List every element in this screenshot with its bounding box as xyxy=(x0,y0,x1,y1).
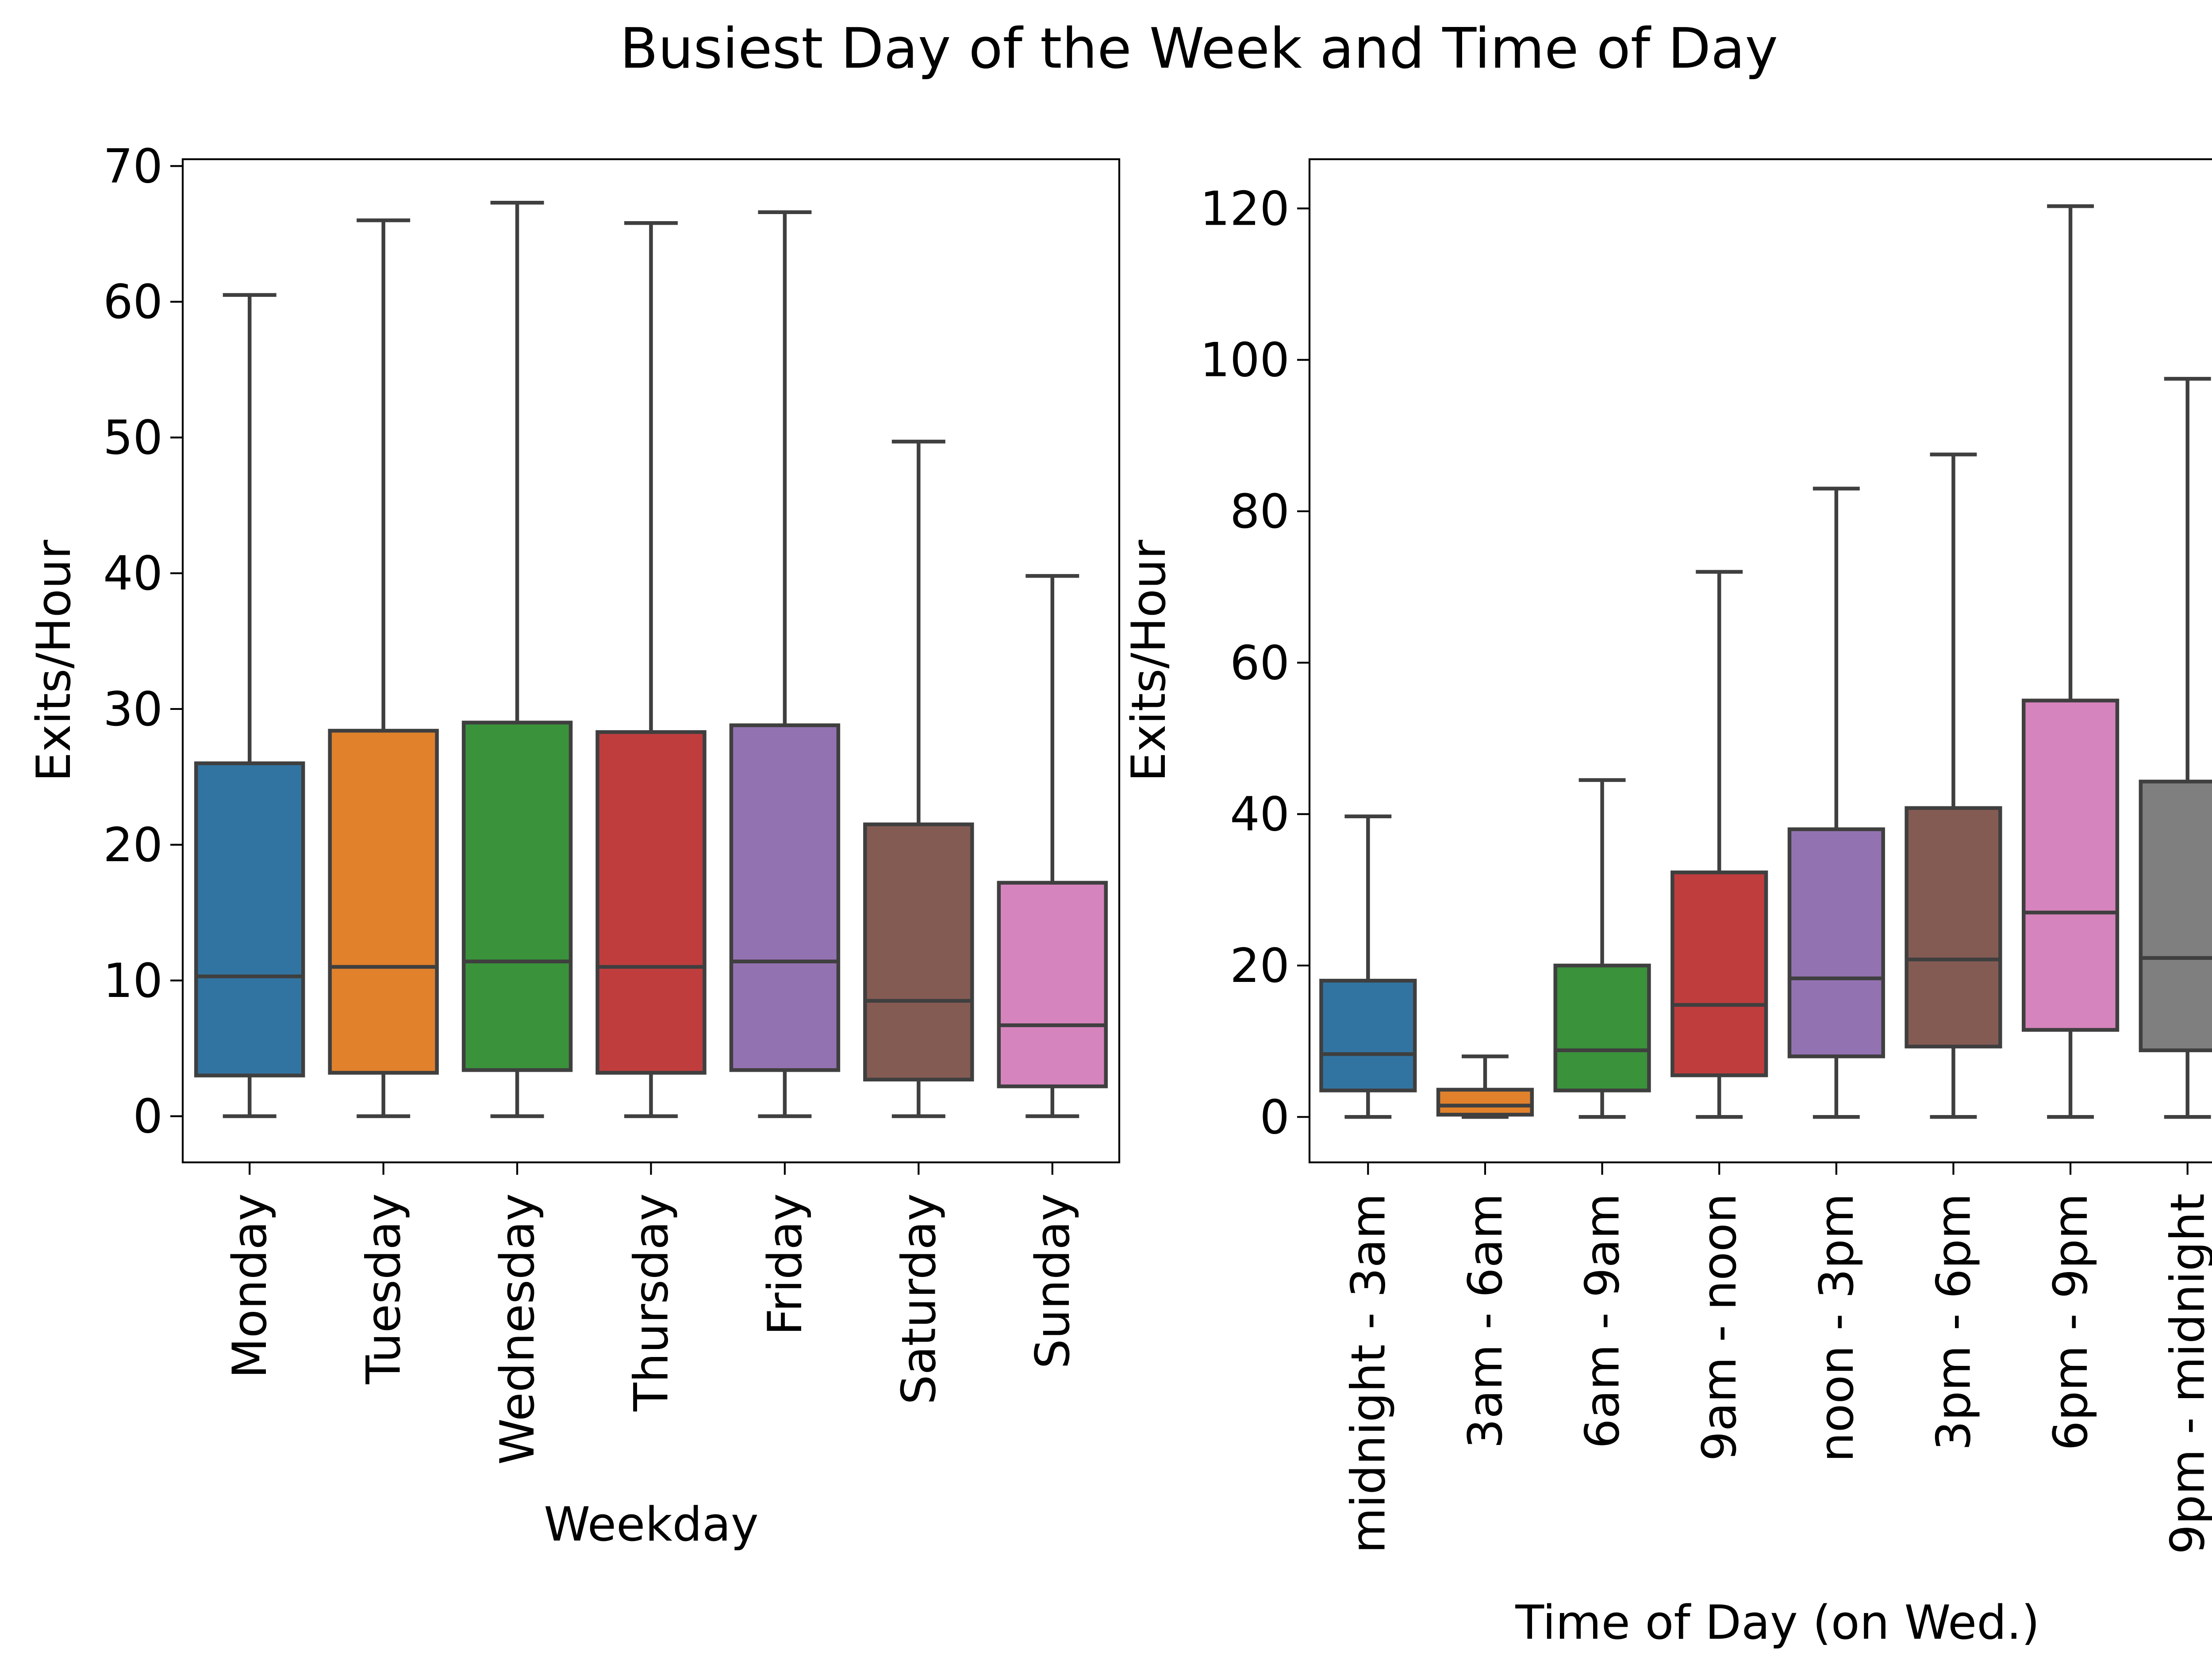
y-tick-label: 0 xyxy=(1260,1090,1290,1144)
y-tick-label: 40 xyxy=(103,546,163,601)
y-tick-label: 60 xyxy=(1230,636,1290,690)
y-tick-label: 80 xyxy=(1230,484,1290,539)
x-tick-label: midnight - 3am xyxy=(1341,1193,1395,1553)
x-tick-label: Sunday xyxy=(1025,1193,1080,1369)
time-of-day-x-ticks: midnight - 3am 3am - 6am 6am - 9am 9am - no… xyxy=(1341,1162,2212,1554)
weekday-y-axis-label: Exits/Hour xyxy=(27,540,81,782)
iqr-box xyxy=(2021,698,2120,1032)
figure-title: Busiest Day of the Week and Time of Day xyxy=(620,16,1778,81)
iqr-box xyxy=(461,721,573,1072)
y-tick-label: 40 xyxy=(1230,787,1290,842)
box-tuesday xyxy=(328,218,439,1118)
y-tick-label: 60 xyxy=(103,275,163,329)
time-of-day-boxes xyxy=(1319,204,2212,1119)
weekday-x-ticks: Monday Tuesday Wednesday Thursday Friday Satu… xyxy=(223,1162,1080,1465)
iqr-box xyxy=(328,728,439,1075)
time-of-day-plot-frame xyxy=(1308,158,2212,1164)
x-tick-label: 9pm - midnight xyxy=(2161,1193,2212,1554)
y-tick-label: 100 xyxy=(1200,333,1290,387)
x-tick-label: 6pm - 9pm xyxy=(2043,1193,2098,1451)
y-tick-label: 30 xyxy=(103,682,163,736)
box-6pm-9pm xyxy=(2021,204,2120,1119)
x-tick-label: 6am - 9am xyxy=(1575,1193,1630,1449)
y-tick-label: 70 xyxy=(103,139,163,193)
x-tick-label: Thursday xyxy=(624,1193,679,1412)
y-tick-label: 120 xyxy=(1200,181,1290,236)
box-sunday xyxy=(997,574,1108,1118)
box-noon-3pm xyxy=(1787,487,1885,1119)
iqr-box xyxy=(729,723,841,1072)
box-friday xyxy=(729,210,841,1118)
y-tick-label: 0 xyxy=(133,1089,163,1144)
y-tick-label: 10 xyxy=(103,954,163,1008)
x-tick-label: Tuesday xyxy=(357,1193,411,1384)
x-tick-label: Friday xyxy=(758,1193,812,1335)
y-tick-label: 20 xyxy=(103,818,163,872)
box-saturday xyxy=(863,440,974,1118)
x-tick-label: Saturday xyxy=(891,1193,946,1405)
time-of-day-y-ticks: 0 20 40 60 80 100 120 xyxy=(1200,181,1310,1144)
box-3pm-6pm xyxy=(1905,452,2002,1119)
iqr-box xyxy=(863,822,974,1082)
iqr-box xyxy=(1436,1088,1534,1117)
time-of-day-y-axis-label: Exits/Hour xyxy=(1121,540,1176,782)
weekday-boxes xyxy=(194,200,1108,1118)
time-of-day-boxplot-panel: 0 20 40 60 80 100 120 midnight - 3am 3am - 6am 6… xyxy=(1121,158,2212,1650)
iqr-box xyxy=(2139,779,2212,1052)
box-midnight-3am xyxy=(1319,814,1417,1119)
x-tick-label: Monday xyxy=(223,1193,277,1378)
iqr-box xyxy=(1319,978,1417,1092)
weekday-boxplot-panel: 0 10 20 30 40 50 60 70 Monday Tuesday Wednesday Th… xyxy=(27,139,1121,1552)
weekday-plot-frame xyxy=(181,158,1121,1164)
iqr-box xyxy=(1671,870,1768,1077)
box-9am-noon xyxy=(1671,570,1768,1119)
box-thursday xyxy=(595,221,707,1118)
weekday-x-axis-label: Weekday xyxy=(544,1497,758,1552)
time-of-day-x-axis-label: Time of Day (on Wed.) xyxy=(1515,1595,2039,1650)
weekday-y-ticks: 0 10 20 30 40 50 60 70 xyxy=(103,139,183,1144)
iqr-box xyxy=(194,761,305,1077)
x-tick-label: 3pm - 6pm xyxy=(1926,1193,1981,1451)
iqr-box xyxy=(1787,827,1885,1058)
x-tick-label: Wednesday xyxy=(490,1193,545,1465)
iqr-box xyxy=(1905,806,2002,1049)
box-wednesday xyxy=(461,200,573,1118)
x-tick-label: noon - 3pm xyxy=(1809,1193,1864,1462)
iqr-box xyxy=(997,881,1108,1089)
iqr-box xyxy=(595,730,707,1075)
y-tick-label: 20 xyxy=(1230,939,1290,993)
x-tick-label: 9am - noon xyxy=(1692,1193,1747,1461)
y-tick-label: 50 xyxy=(103,410,163,465)
box-3am-6am xyxy=(1436,1054,1534,1119)
box-9pm-midnight xyxy=(2139,377,2212,1119)
box-6am-9am xyxy=(1553,778,1651,1119)
box-monday xyxy=(194,293,305,1118)
x-tick-label: 3am - 6am xyxy=(1458,1193,1513,1449)
iqr-box xyxy=(1553,963,1651,1092)
